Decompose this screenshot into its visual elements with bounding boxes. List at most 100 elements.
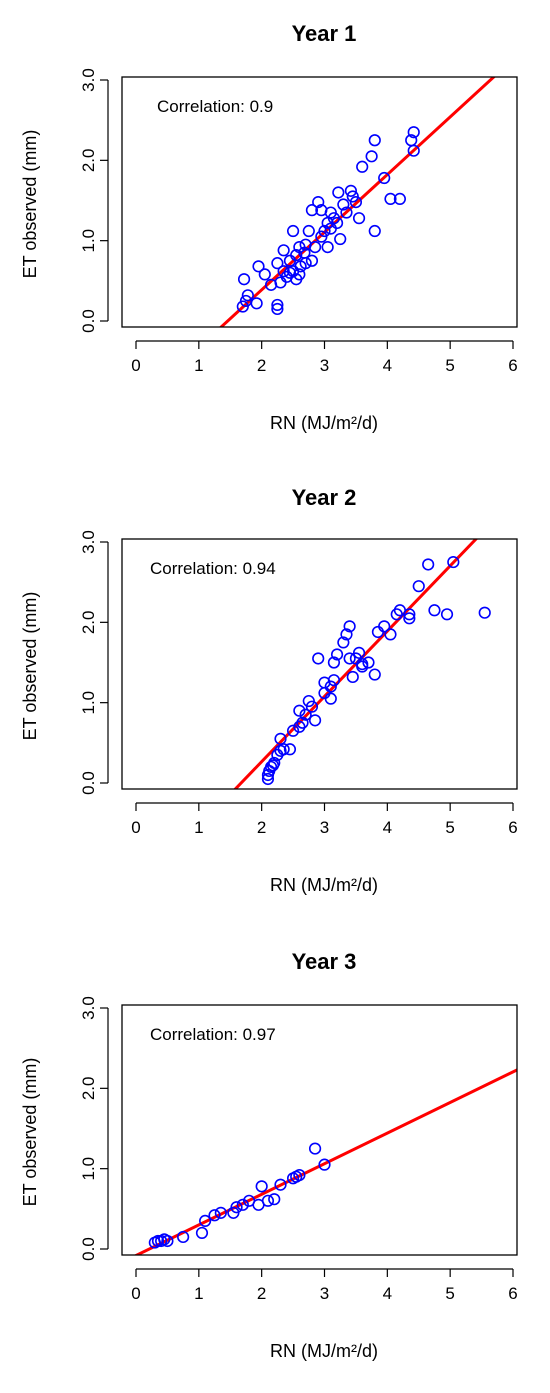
y-tick-label: 1.0 xyxy=(79,691,98,715)
y-tick-label: 1.0 xyxy=(79,229,98,253)
correlation-label: Correlation: 0.9 xyxy=(157,97,273,116)
y-tick-label: 2.0 xyxy=(79,611,98,635)
data-point xyxy=(356,160,369,173)
data-point xyxy=(250,297,263,310)
y-tick-label: 1.0 xyxy=(79,1157,98,1181)
data-point xyxy=(208,1209,221,1222)
x-tick-label: 5 xyxy=(445,818,454,837)
data-point xyxy=(407,144,420,157)
data-point xyxy=(293,1168,306,1182)
data-point xyxy=(236,300,249,313)
data-point xyxy=(305,204,319,217)
data-point xyxy=(293,704,306,717)
x-tick-label: 3 xyxy=(320,1284,329,1303)
data-point xyxy=(277,265,290,278)
correlation-label: Correlation: 0.94 xyxy=(150,559,276,578)
data-point xyxy=(447,555,460,569)
data-point xyxy=(214,1206,227,1219)
data-point xyxy=(305,700,319,713)
data-point xyxy=(274,732,287,745)
data-point xyxy=(318,1158,331,1171)
plot-frame xyxy=(121,76,518,328)
data-point xyxy=(407,126,420,139)
data-point xyxy=(428,604,441,617)
x-tick-label: 2 xyxy=(257,818,266,837)
regression-line xyxy=(133,1068,517,1255)
data-point xyxy=(403,612,416,625)
x-tick-label: 4 xyxy=(383,1284,392,1303)
data-point xyxy=(236,1198,249,1211)
data-point xyxy=(283,266,297,279)
data-point xyxy=(365,150,378,163)
data-point xyxy=(151,1234,165,1248)
x-tick-label: 2 xyxy=(257,356,266,375)
x-tick-label: 0 xyxy=(131,818,140,837)
data-point xyxy=(312,196,325,209)
data-point xyxy=(308,714,322,727)
data-point xyxy=(340,628,353,641)
x-axis-label: RN (MJ/m²/d) xyxy=(270,1341,378,1361)
data-point xyxy=(403,608,416,621)
year-3-panel: Year 3 Correlation: 0.97 0 1 2 3 4 5 6 RN (MJ/m²/… xyxy=(20,949,518,1361)
data-point xyxy=(290,249,303,262)
x-tick-label: 5 xyxy=(445,356,454,375)
data-point xyxy=(230,1201,243,1214)
data-point xyxy=(368,668,381,681)
chart-title: Year 1 xyxy=(292,21,357,46)
x-tick-label: 6 xyxy=(508,356,517,375)
data-point xyxy=(302,224,315,238)
data-point xyxy=(356,658,369,671)
data-point xyxy=(344,184,357,197)
data-point xyxy=(412,580,425,593)
data-point xyxy=(384,628,397,641)
data-point xyxy=(315,204,328,217)
y-tick-label: 2.0 xyxy=(79,1077,98,1101)
y-tick-label: 0.0 xyxy=(79,309,98,333)
data-point xyxy=(283,743,297,756)
y-tick-label: 0.0 xyxy=(79,1237,98,1261)
chart-title: Year 2 xyxy=(292,485,357,510)
data-point xyxy=(362,656,375,669)
plot-frame xyxy=(121,538,518,790)
data-point xyxy=(286,724,300,737)
data-point xyxy=(352,646,366,659)
y-tick-label: 3.0 xyxy=(79,996,98,1020)
data-point xyxy=(318,224,331,238)
data-point xyxy=(478,606,491,619)
y-axis-label: ET observed (mm) xyxy=(20,592,40,741)
data-point xyxy=(324,222,337,235)
x-tick-label: 0 xyxy=(131,356,140,375)
data-point xyxy=(384,192,397,205)
x-axis-label: RN (MJ/m²/d) xyxy=(270,875,378,895)
data-point xyxy=(343,620,356,633)
data-point xyxy=(161,1234,174,1248)
data-point xyxy=(195,1226,209,1240)
x-tick-label: 6 xyxy=(508,1284,517,1303)
data-point xyxy=(440,608,454,621)
data-point xyxy=(324,680,337,693)
data-point xyxy=(346,670,359,684)
data-point xyxy=(337,198,350,211)
data-point xyxy=(241,289,254,302)
data-point xyxy=(308,1142,322,1155)
correlation-label: Correlation: 0.97 xyxy=(150,1025,276,1044)
data-point xyxy=(327,674,341,687)
data-point xyxy=(199,1214,212,1227)
data-point xyxy=(321,240,334,254)
data-point xyxy=(352,212,366,225)
data-point xyxy=(277,244,290,257)
data-point xyxy=(305,254,319,267)
x-tick-label: 1 xyxy=(194,1284,203,1303)
data-point xyxy=(252,260,265,273)
data-point xyxy=(274,276,287,289)
y-tick-label: 2.0 xyxy=(79,149,98,173)
data-point xyxy=(261,772,275,786)
data-point xyxy=(271,302,284,316)
data-point xyxy=(332,186,345,199)
x-tick-label: 1 xyxy=(194,356,203,375)
data-point xyxy=(299,257,312,270)
data-point xyxy=(378,620,391,633)
data-point xyxy=(337,636,350,649)
data-point xyxy=(378,171,391,185)
data-point xyxy=(308,240,322,254)
